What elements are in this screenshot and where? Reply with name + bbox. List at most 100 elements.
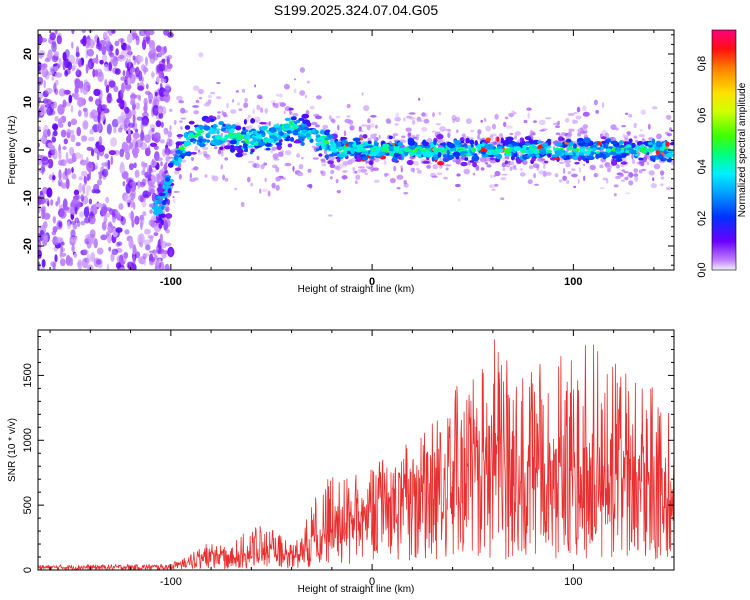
heatmap-cell (439, 126, 446, 132)
heatmap-cell (477, 129, 482, 135)
heatmap-cell (59, 250, 63, 260)
heatmap-cell (289, 137, 295, 142)
heatmap-cell (193, 110, 200, 115)
heatmap-cell (124, 194, 131, 204)
heatmap-cell (528, 144, 533, 151)
heatmap-cell (460, 161, 468, 167)
heatmap-cell (119, 163, 125, 174)
heatmap-cell (275, 184, 280, 191)
heatmap-cell (44, 103, 52, 108)
heatmap-cell (167, 130, 173, 138)
heatmap-cell (45, 87, 53, 95)
heatmap-cell (634, 139, 639, 143)
heatmap-cell (88, 136, 95, 142)
heatmap-cell (433, 140, 437, 145)
heatmap-cell (316, 95, 322, 100)
heatmap-cell (633, 168, 638, 174)
heatmap-cell (148, 164, 152, 174)
heatmap-cell (84, 176, 87, 186)
heatmap-cell (92, 57, 99, 64)
heatmap-cell (62, 59, 66, 71)
heatmap-cell (403, 147, 411, 153)
heatmap-cell (132, 132, 140, 140)
heatmap-cell (225, 135, 232, 139)
heatmap-cell (576, 106, 581, 113)
heatmap-cell (123, 251, 129, 259)
heatmap-cell (293, 78, 297, 81)
heatmap-cell (278, 151, 284, 157)
heatmap-cell (175, 141, 183, 146)
heatmap-cell (163, 95, 167, 102)
heatmap-cell (52, 216, 56, 224)
heatmap-cell (52, 236, 60, 246)
heatmap-cell (178, 157, 182, 163)
heatmap-cell (52, 226, 58, 233)
heatmap-cell (87, 162, 94, 168)
heatmap-cell (336, 153, 343, 157)
heatmap-cell (205, 118, 211, 123)
heatmap-cell (143, 97, 148, 106)
heatmap-cell (153, 252, 157, 256)
heatmap-cell (531, 157, 536, 161)
heatmap-cell (328, 134, 335, 139)
heatmap-cell (38, 204, 41, 214)
heatmap-cell (226, 140, 231, 143)
heatmap-cell (597, 141, 602, 146)
heatmap-cell (40, 37, 48, 43)
heatmap-cell (88, 211, 94, 219)
heatmap-cell (335, 179, 339, 184)
heatmap-cell (306, 80, 310, 84)
heatmap-cell (95, 259, 102, 265)
heatmap-cell (128, 264, 134, 270)
heatmap-cell (179, 120, 183, 123)
heatmap-cell (538, 119, 546, 126)
heatmap-cell (461, 133, 466, 138)
spectrogram-y-tick-label: -20 (22, 238, 34, 254)
heatmap-cell (528, 139, 534, 143)
heatmap-cell (62, 99, 67, 108)
heatmap-cell (444, 128, 451, 131)
heatmap-cell (666, 152, 674, 158)
heatmap-cell (160, 235, 163, 246)
heatmap-cell (149, 124, 156, 130)
heatmap-cell (275, 166, 280, 173)
heatmap-cell (244, 148, 248, 153)
heatmap-cell (141, 200, 147, 208)
heatmap-cell (256, 155, 260, 161)
spectrogram-x-tick-label: 100 (564, 276, 582, 288)
heatmap-cell (431, 130, 437, 133)
heatmap-cell (522, 160, 528, 165)
heatmap-cell (153, 232, 159, 237)
heatmap-cell (250, 118, 256, 124)
heatmap-cell (221, 110, 224, 116)
heatmap-cell (76, 126, 81, 137)
heatmap-cell (440, 139, 446, 143)
heatmap-cell (40, 266, 45, 270)
heatmap-cell (571, 173, 578, 178)
heatmap-cell (73, 92, 79, 100)
heatmap-cell (671, 141, 674, 144)
heatmap-cell (521, 149, 525, 154)
heatmap-cell (623, 170, 629, 174)
heatmap-cell (349, 125, 355, 131)
heatmap-cell (122, 181, 126, 187)
heatmap-cell (274, 103, 279, 109)
heatmap-cell (126, 49, 133, 58)
heatmap-cell (378, 134, 381, 139)
heatmap-cell (212, 175, 219, 182)
heatmap-cell (640, 109, 646, 115)
heatmap-cell (609, 150, 617, 156)
heatmap-cell (363, 105, 370, 112)
heatmap-cell (443, 176, 448, 180)
heatmap-cell (579, 152, 585, 156)
heatmap-cell (325, 154, 329, 161)
heatmap-cell (590, 150, 595, 156)
spectrogram-x-tick-label: 0 (369, 276, 375, 288)
colorbar: 0.0 0.2 0.4 0.6 0.8 Normalized spectral ampl… (696, 29, 748, 278)
heatmap-cell (624, 135, 629, 140)
heatmap-cell (107, 226, 112, 231)
heatmap-cell (118, 127, 123, 133)
heatmap-cell (159, 139, 165, 144)
heatmap-cell (80, 220, 86, 226)
heatmap-cell (568, 128, 575, 132)
